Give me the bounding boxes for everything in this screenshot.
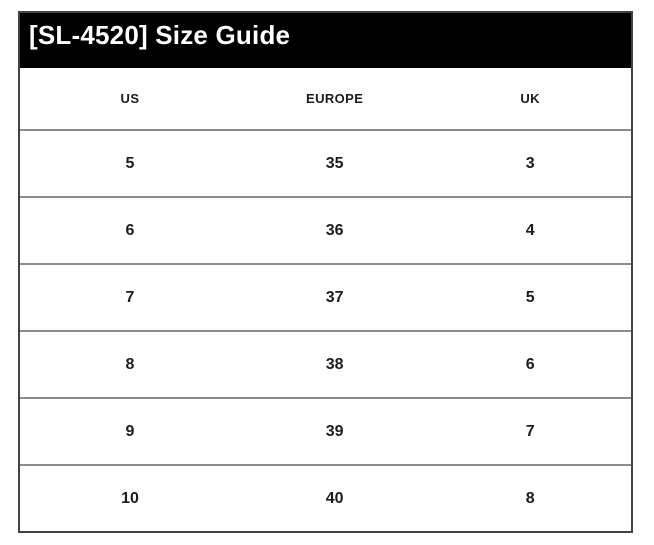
cell-uk: 8 [525, 489, 535, 507]
table-row: 7 37 5 [20, 263, 631, 330]
cell-us: 8 [125, 355, 135, 373]
cell-us: 5 [125, 154, 135, 172]
cell-us: 10 [121, 489, 139, 507]
table-header-row: US EUROPE UK [20, 68, 631, 129]
table-row: 9 39 7 [20, 397, 631, 464]
cell-europe: 37 [325, 288, 344, 306]
cell-uk: 4 [525, 221, 535, 239]
cell-uk: 7 [525, 422, 535, 440]
column-header-us: US [120, 91, 140, 106]
cell-europe: 40 [325, 489, 344, 507]
cell-us: 7 [125, 288, 135, 306]
cell-uk: 6 [525, 355, 535, 373]
size-guide-panel: [SL-4520] Size Guide US EUROPE UK 5 35 3… [18, 11, 633, 533]
table-row: 8 38 6 [20, 330, 631, 397]
size-guide-title: [SL-4520] Size Guide [20, 13, 631, 68]
table-row: 5 35 3 [20, 129, 631, 196]
column-header-europe: EUROPE [306, 91, 364, 106]
cell-us: 6 [125, 221, 135, 239]
table-row: 6 36 4 [20, 196, 631, 263]
cell-us: 9 [125, 422, 135, 440]
cell-europe: 38 [325, 355, 344, 373]
column-header-uk: UK [520, 91, 540, 106]
cell-europe: 35 [325, 154, 344, 172]
cell-europe: 39 [325, 422, 344, 440]
table-row: 10 40 8 [20, 464, 631, 531]
cell-uk: 5 [525, 288, 535, 306]
cell-uk: 3 [525, 154, 535, 172]
cell-europe: 36 [325, 221, 344, 239]
